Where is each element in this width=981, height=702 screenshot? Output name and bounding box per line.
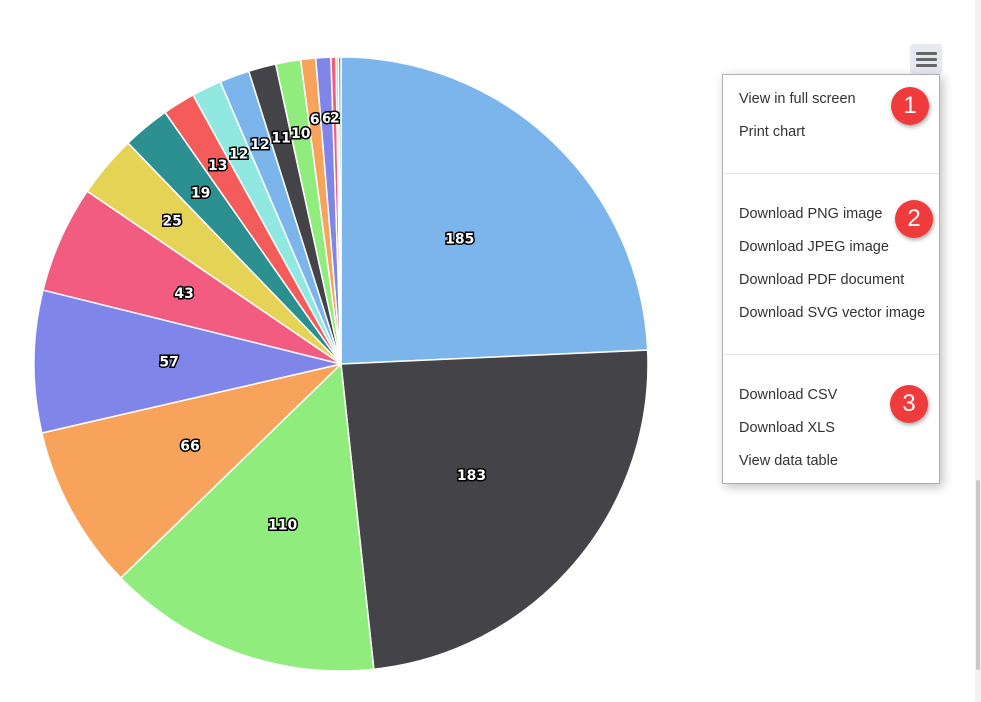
- hamburger-menu-icon: [916, 64, 937, 67]
- hamburger-menu-icon: [916, 58, 937, 61]
- pie-slice-label: 6: [322, 111, 332, 127]
- pie-slice-label: 11: [271, 131, 290, 147]
- step-badge-3: 3: [890, 385, 928, 423]
- pie-slice-label: 183: [457, 468, 486, 484]
- pie-slice-label: 19: [191, 185, 210, 201]
- pie-slices: [33, 56, 649, 672]
- pie-slice-label: 13: [208, 158, 227, 174]
- pie-slice-label: 66: [180, 438, 199, 454]
- menu-separator: [723, 354, 939, 355]
- menu-item-download-xls[interactable]: Download XLS: [739, 420, 835, 436]
- menu-item-download-jpeg[interactable]: Download JPEG image: [739, 239, 889, 255]
- pie-slice-label: 43: [174, 286, 193, 302]
- pie-slice-label: 12: [250, 137, 269, 153]
- pie-slice[interactable]: [337, 56, 342, 365]
- menu-separator: [723, 173, 939, 174]
- pie-slice[interactable]: [41, 363, 342, 579]
- pie-slice[interactable]: [340, 349, 649, 670]
- hamburger-menu-icon: [916, 52, 937, 55]
- menu-item-download-csv[interactable]: Download CSV: [739, 387, 838, 403]
- menu-item-download-svg[interactable]: Download SVG vector image: [739, 305, 926, 321]
- pie-slice-label: 110: [268, 518, 297, 534]
- scrollbar-track[interactable]: [975, 0, 981, 702]
- menu-item-download-pdf[interactable]: Download PDF document: [739, 272, 905, 288]
- step-badge-2: 2: [895, 200, 933, 238]
- pie-slice[interactable]: [120, 363, 375, 672]
- pie-slice-label: 25: [162, 214, 181, 230]
- pie-slice-label: 6: [310, 112, 320, 128]
- menu-item-download-png[interactable]: Download PNG image: [739, 206, 883, 222]
- scrollbar-thumb[interactable]: [976, 480, 980, 670]
- pie-slice[interactable]: [340, 56, 649, 365]
- pie-slice-label: 12: [229, 146, 248, 162]
- menu-item-view-data-table[interactable]: View data table: [739, 453, 838, 469]
- menu-item-view-full-screen[interactable]: View in full screen: [739, 91, 856, 107]
- pie-slice-label: 2: [330, 111, 340, 127]
- chart-context-menu-button[interactable]: [910, 44, 942, 74]
- pie-slice-label: 185: [445, 232, 474, 248]
- menu-item-print-chart[interactable]: Print chart: [739, 124, 806, 140]
- pie-slice-label: 10: [291, 126, 311, 142]
- pie-slice-label: 57: [159, 355, 178, 371]
- step-badge-1: 1: [891, 87, 929, 125]
- pie-slice[interactable]: [33, 289, 342, 434]
